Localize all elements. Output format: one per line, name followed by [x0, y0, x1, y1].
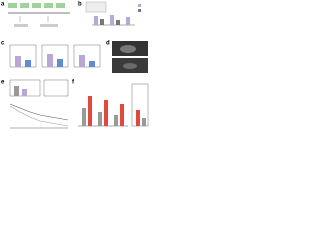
bar — [104, 100, 108, 126]
bar — [110, 15, 114, 25]
plot-frame — [9, 44, 37, 68]
panel-c: c — [1, 41, 101, 68]
panel-d: d — [106, 41, 148, 73]
page: {"panels": [{"label": "a"}, {"label": "b… — [0, 0, 150, 131]
legend-swatch — [138, 9, 141, 12]
line — [9, 103, 69, 121]
bar — [14, 86, 19, 96]
bar — [22, 89, 27, 96]
panel-b: b — [78, 1, 141, 26]
bar — [98, 112, 102, 126]
table — [85, 1, 107, 13]
bar — [25, 60, 31, 67]
bar — [120, 104, 124, 126]
plot-frame — [41, 44, 69, 68]
timeline-note — [14, 24, 28, 27]
bar — [114, 115, 118, 126]
bar — [126, 17, 130, 25]
timeline-box — [8, 3, 17, 8]
timeline-box — [56, 3, 65, 8]
legend-swatch — [138, 4, 141, 7]
timeline-box — [44, 3, 53, 8]
bar — [47, 54, 53, 67]
panel-label: c — [1, 41, 5, 47]
timeline-box — [32, 3, 41, 8]
panel-a: a — [1, 2, 70, 27]
panel-label: a — [1, 2, 5, 8]
line — [9, 105, 69, 127]
plot-frame — [73, 44, 101, 68]
figure: a b c d — [1, 1, 149, 129]
panel-label: b — [78, 2, 82, 8]
plot-frame — [43, 79, 69, 97]
bar — [94, 16, 98, 25]
timeline-note — [40, 24, 58, 27]
bar — [15, 56, 21, 67]
image-detail — [120, 45, 136, 53]
panel-label: f — [72, 80, 75, 86]
bar — [116, 20, 120, 25]
panel-label: e — [1, 80, 5, 86]
panel-label: d — [106, 41, 110, 47]
bar — [57, 59, 63, 67]
bar — [88, 96, 92, 126]
bar — [82, 108, 86, 126]
bar — [142, 118, 146, 126]
bar — [89, 61, 95, 67]
panel-f: f — [72, 80, 149, 127]
timeline-box — [20, 3, 29, 8]
image-detail — [123, 63, 137, 69]
bar — [79, 55, 85, 67]
panel-e: e — [1, 79, 69, 129]
bar — [100, 19, 104, 25]
bar — [136, 110, 140, 126]
